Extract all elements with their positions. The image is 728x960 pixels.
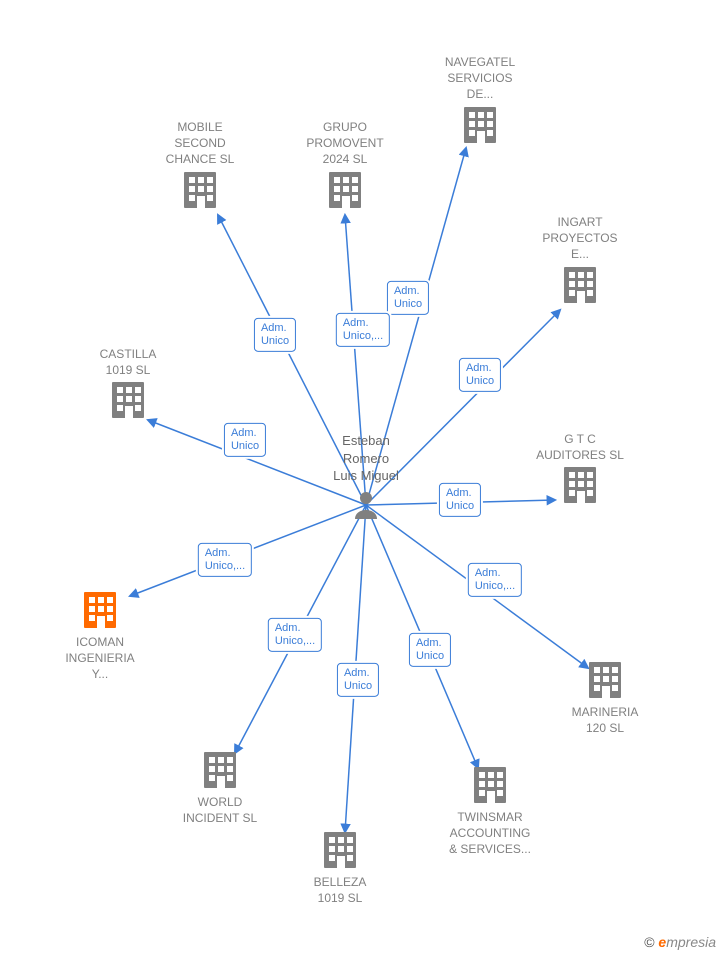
building-icon xyxy=(112,382,144,418)
edge-label-grupo-promovent: Adm. Unico,... xyxy=(336,313,390,347)
company-label: CASTILLA 1019 SL xyxy=(68,346,188,378)
edge-label-twinsmar: Adm. Unico xyxy=(409,633,451,667)
copyright-symbol: © xyxy=(644,934,654,950)
edge-label-navegatel: Adm. Unico xyxy=(387,281,429,315)
center-person-label: Esteban Romero Luis Miguel xyxy=(333,432,399,485)
building-icon xyxy=(204,752,236,788)
edge-label-castilla: Adm. Unico xyxy=(224,423,266,457)
company-node-gtc-auditores[interactable]: G T C AUDITORES SL xyxy=(520,431,640,463)
building-icon xyxy=(84,592,116,628)
company-node-mobile-second-chance[interactable]: MOBILE SECOND CHANCE SL xyxy=(140,119,260,168)
company-node-ingart[interactable]: INGART PROYECTOS E... xyxy=(520,214,640,263)
edge-label-world-incident: Adm. Unico,... xyxy=(268,618,322,652)
company-label: ICOMAN INGENIERIA Y... xyxy=(40,634,160,683)
company-node-world-incident[interactable]: WORLD INCIDENT SL xyxy=(160,794,280,826)
company-node-castilla[interactable]: CASTILLA 1019 SL xyxy=(68,346,188,378)
company-label: INGART PROYECTOS E... xyxy=(520,214,640,263)
building-icon xyxy=(464,107,496,143)
company-label: WORLD INCIDENT SL xyxy=(160,794,280,826)
building-icon xyxy=(474,767,506,803)
building-icon xyxy=(564,267,596,303)
company-node-navegatel[interactable]: NAVEGATEL SERVICIOS DE... xyxy=(420,54,540,103)
edge-label-ingart: Adm. Unico xyxy=(459,358,501,392)
company-node-grupo-promovent[interactable]: GRUPO PROMOVENT 2024 SL xyxy=(285,119,405,168)
edge-label-icoman: Adm. Unico,... xyxy=(198,543,252,577)
company-label: MARINERIA 120 SL xyxy=(545,704,665,736)
company-label: GRUPO PROMOVENT 2024 SL xyxy=(285,119,405,168)
edge-label-mobile-second-chance: Adm. Unico xyxy=(254,318,296,352)
edge-label-belleza: Adm. Unico xyxy=(337,663,379,697)
edge-label-gtc-auditores: Adm. Unico xyxy=(439,483,481,517)
building-icon xyxy=(324,832,356,868)
company-label: G T C AUDITORES SL xyxy=(520,431,640,463)
building-icon xyxy=(329,172,361,208)
company-label: MOBILE SECOND CHANCE SL xyxy=(140,119,260,168)
company-node-icoman[interactable]: ICOMAN INGENIERIA Y... xyxy=(40,634,160,683)
footer-credit: © empresia xyxy=(644,934,716,950)
edge-label-marineria: Adm. Unico,... xyxy=(468,563,522,597)
company-label: NAVEGATEL SERVICIOS DE... xyxy=(420,54,540,103)
building-icon xyxy=(184,172,216,208)
company-node-marineria[interactable]: MARINERIA 120 SL xyxy=(545,704,665,736)
brand-rest: mpresia xyxy=(666,934,716,950)
building-icon xyxy=(589,662,621,698)
company-label: BELLEZA 1019 SL xyxy=(280,874,400,906)
company-node-belleza[interactable]: BELLEZA 1019 SL xyxy=(280,874,400,906)
building-icon xyxy=(564,467,596,503)
company-label: TWINSMAR ACCOUNTING & SERVICES... xyxy=(430,809,550,858)
company-node-twinsmar[interactable]: TWINSMAR ACCOUNTING & SERVICES... xyxy=(430,809,550,858)
